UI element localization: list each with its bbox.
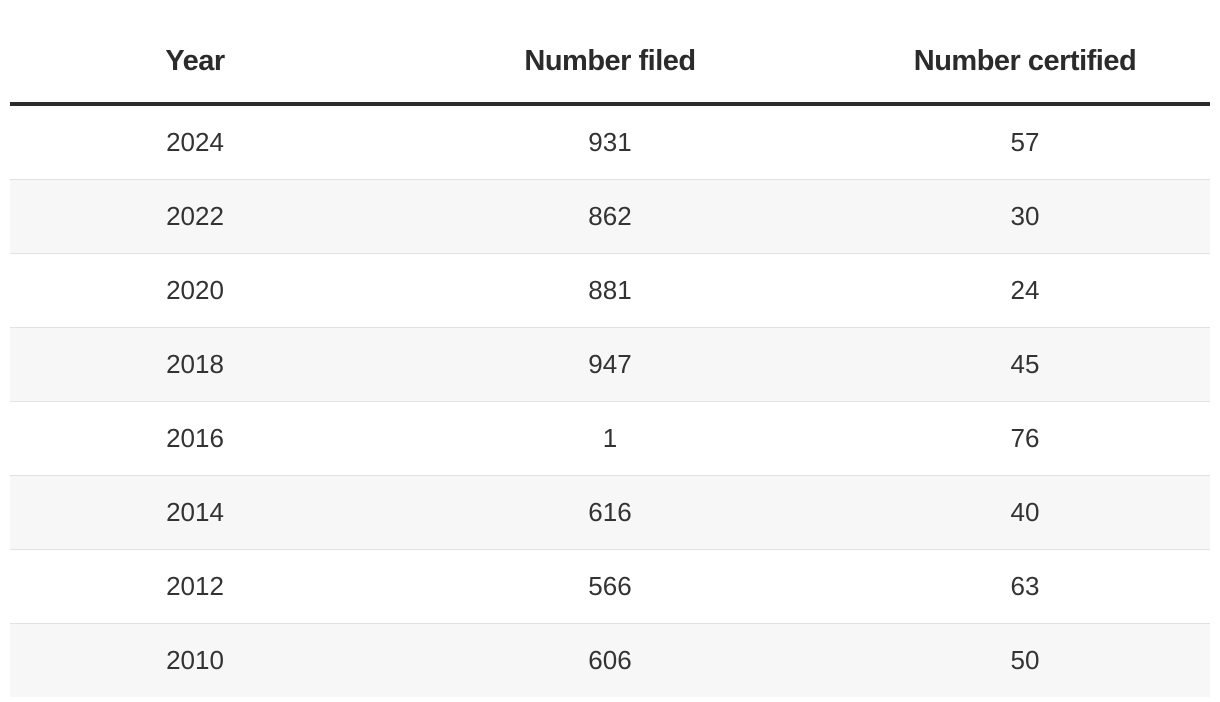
- table-row: 2022 862 30: [10, 179, 1210, 254]
- table-cell: 931: [588, 127, 632, 157]
- table-cell: 2020: [10, 253, 380, 328]
- header-row: Year Number filed Number certified: [10, 24, 1210, 106]
- table-row: 2016 1 76: [10, 401, 1210, 476]
- table-row: 2010 606 50: [10, 623, 1210, 697]
- table-cell: 2014: [10, 475, 380, 550]
- table-cell: 2012: [10, 549, 380, 624]
- column-header: Year: [10, 24, 380, 106]
- table-cell: 2016: [10, 401, 380, 476]
- table-cell: 616: [380, 475, 840, 550]
- table-cell: 30: [840, 179, 1210, 254]
- table-row: 2020 881 24: [10, 253, 1210, 328]
- table-cell: 566: [380, 549, 840, 624]
- table-cell: 881: [380, 253, 840, 328]
- table-cell: 76: [840, 401, 1210, 476]
- table-head: Year Number filed Number certified: [10, 24, 1210, 106]
- table-cell: 63: [840, 549, 1210, 624]
- table-cell: 45: [840, 327, 1210, 402]
- table-cell: 57: [1010, 127, 1040, 157]
- table-cell: 2022: [10, 179, 380, 254]
- table-cell: 1: [380, 401, 840, 476]
- table-cell: 862: [380, 179, 840, 254]
- table-row: 2024 931 57: [10, 104, 1210, 180]
- column-header: Number certified: [840, 24, 1210, 106]
- column-header: Number filed: [380, 24, 840, 106]
- table-cell: 947: [380, 327, 840, 402]
- table-cell: 2010: [10, 623, 380, 697]
- table-cell: 40: [840, 475, 1210, 550]
- table-row: 2018 947 45: [10, 327, 1210, 402]
- table-cell: 606: [380, 623, 840, 697]
- table-body: 2024 931 57 2022 862 30 2020 881 24 2018 947 45 2016…: [10, 104, 1210, 697]
- table-cell: 2018: [10, 327, 380, 402]
- table-cell: 24: [840, 253, 1210, 328]
- table-cell: 50: [840, 623, 1210, 697]
- data-table: Year Number filed Number certified 2024 931…: [10, 24, 1210, 697]
- table-row: 2012 566 63: [10, 549, 1210, 624]
- table-cell: 2024: [166, 127, 224, 157]
- table-row: 2014 616 40: [10, 475, 1210, 550]
